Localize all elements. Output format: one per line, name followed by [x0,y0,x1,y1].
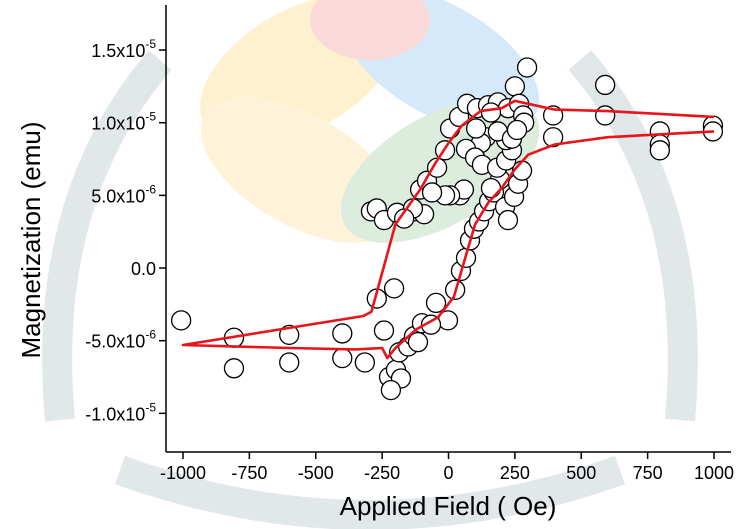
x-tick-label: 1000 [694,463,734,483]
data-point [542,127,564,148]
watermark-petal [200,97,400,243]
watermark [42,0,698,529]
data-point [506,119,528,141]
data-point [332,323,353,344]
data-point [354,352,376,373]
x-tick-label: 0 [443,463,453,483]
y-tick-label-base: 1.5x10 [91,41,145,61]
y-tick-label-exp: -6 [145,182,156,196]
y-tick-label-exp: -6 [145,328,156,342]
x-tick-label: -750 [231,463,267,483]
watermark-petal [200,0,400,146]
y-tick-label: 1.0x10-5 [91,110,156,134]
data-point [516,57,538,78]
data-point [649,140,670,161]
y-tick-label-base: 1.0x10 [91,114,145,134]
data-point [425,292,447,314]
y-tick-label: 1.5x10-5 [91,37,156,61]
y-tick-label-base: 0.0 [131,259,156,279]
y-tick-label-exp: -5 [145,110,156,124]
data-point [421,182,443,203]
data-point [594,74,616,96]
y-tick-label: -1.0x10-5 [85,400,156,424]
data-point [407,331,429,353]
data-point [373,320,395,341]
data-point [497,209,519,231]
y-tick-label: 5.0x10-6 [91,182,156,206]
data-point [332,347,353,369]
y-tick-label: 0.0 [131,259,156,279]
x-tick-label: 250 [500,463,530,483]
plot-area: -1000 -750 -500 -250 0 250 500 750 1000-1.0x10-5… [85,5,734,483]
data-point [223,358,245,379]
data-point [504,76,526,97]
y-tick-label: -5.0x10-6 [85,328,156,352]
data-point [170,310,192,331]
x-tick-label: 750 [633,463,663,483]
x-axis-title: Applied Field ( Oe) [340,491,557,521]
x-tick-label: -1000 [160,463,206,483]
data-point [383,278,405,299]
y-axis-title: Magnetization (emu) [16,122,46,359]
x-tick-label: -500 [298,463,334,483]
watermark-wreath [42,50,698,529]
y-tick-label-base: -1.0x10 [85,404,145,424]
x-tick-label: -250 [364,463,400,483]
data-point [279,352,300,373]
y-tick-label-exp: -5 [145,37,156,51]
data-point [394,208,415,229]
data-point [480,177,502,199]
data-point [279,324,300,346]
data-point [465,118,487,139]
y-tick-label-base: 5.0x10 [91,186,145,206]
data-point [594,105,616,126]
y-tick-label-exp: -5 [145,400,156,414]
watermark-petal [310,0,430,60]
data-point [480,102,502,123]
data-point [380,379,402,401]
y-tick-label-base: -5.0x10 [85,332,145,352]
fit-line [181,99,715,360]
x-tick-label: 500 [566,463,596,483]
